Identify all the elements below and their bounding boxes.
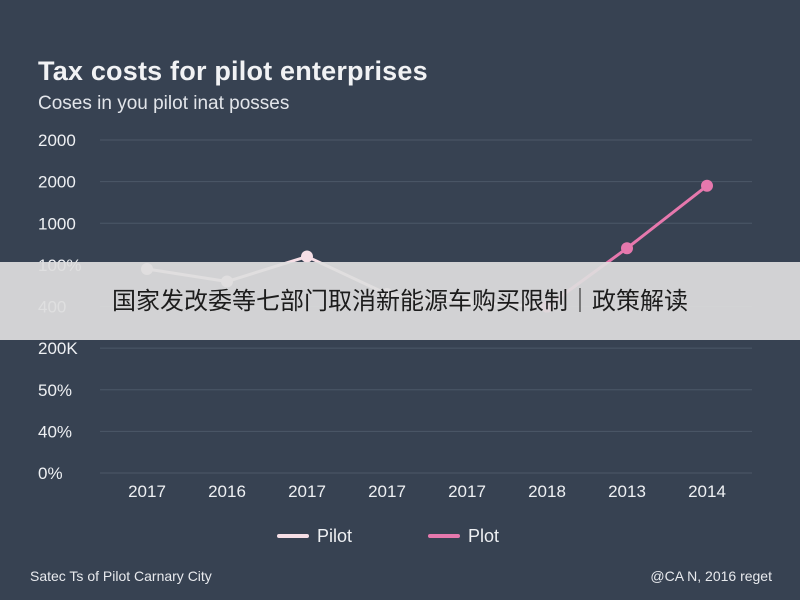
legend-label: Plot <box>468 526 499 546</box>
headline-banner-text: 国家发改委等七部门取消新能源车购买限制｜政策解读 <box>112 287 688 315</box>
legend-label: Pilot <box>317 526 352 546</box>
data-point <box>301 250 313 263</box>
x-tick-label: 2017 <box>128 482 166 501</box>
x-tick-label: 2017 <box>288 482 326 501</box>
data-point <box>621 242 633 255</box>
y-tick-label: 2000 <box>38 173 76 192</box>
x-tick-label: 2013 <box>608 482 646 501</box>
source-note: Satec Ts of Pilot Carnary City <box>30 568 212 584</box>
x-tick-label: 2017 <box>368 482 406 501</box>
y-tick-label: 50% <box>38 381 72 400</box>
legend: Pilot Plot <box>277 526 499 546</box>
y-tick-label: 0% <box>38 464 63 483</box>
credit-note: @CA N, 2016 reget <box>650 568 772 584</box>
x-tick-label: 2017 <box>448 482 486 501</box>
x-tick-label: 2016 <box>208 482 246 501</box>
y-tick-label: 1000 <box>38 214 76 233</box>
chart-title: Tax costs for pilot enterprises <box>38 56 428 86</box>
y-tick-label: 40% <box>38 422 72 441</box>
chart-subtitle: Coses in you pilot inat posses <box>38 93 290 114</box>
y-tick-label: 200K <box>38 339 78 358</box>
x-tick-label: 2014 <box>688 482 726 501</box>
y-tick-label: 2000 <box>38 131 76 150</box>
x-axis-ticks: 2017 2016 2017 2017 2017 2018 2013 2014 <box>128 482 726 501</box>
headline-banner: 国家发改委等七部门取消新能源车购买限制｜政策解读 <box>0 262 800 340</box>
data-point <box>701 179 713 192</box>
x-tick-label: 2018 <box>528 482 566 501</box>
